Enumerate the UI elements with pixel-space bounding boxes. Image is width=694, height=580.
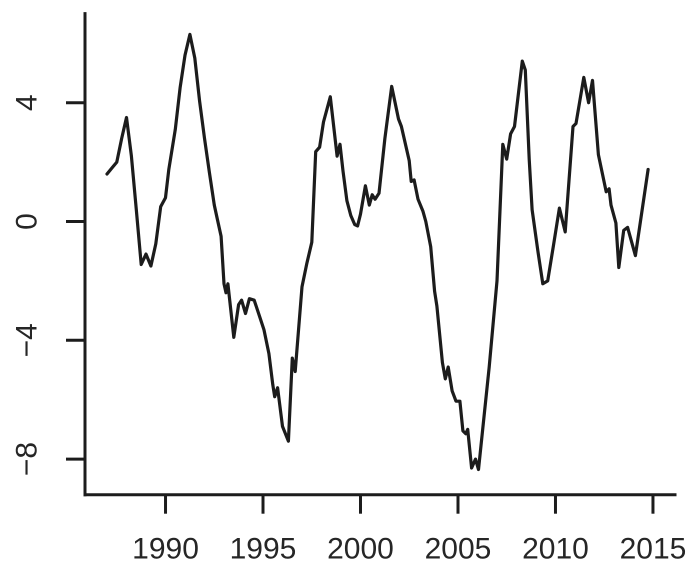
x-tick-label: 2000 <box>327 533 394 566</box>
y-tick-label: 4 <box>10 94 43 111</box>
axes <box>83 12 677 497</box>
y-tick-label: −4 <box>11 323 44 357</box>
y-tick-label: 0 <box>11 213 44 230</box>
x-tick-label: 2015 <box>620 533 687 566</box>
axis-tick-labels: 1990 1995 2000 2005 2010 2015 −8 −4 0 4 <box>10 94 686 565</box>
y-tick-label: −8 <box>11 442 44 476</box>
x-tick-label: 2005 <box>425 533 492 566</box>
axis-ticks <box>66 101 655 514</box>
x-tick-label: 1990 <box>132 533 199 566</box>
x-tick-label: 1995 <box>230 533 297 566</box>
data-series <box>105 32 650 472</box>
data-line <box>105 32 650 472</box>
x-tick-label: 2010 <box>522 533 589 566</box>
